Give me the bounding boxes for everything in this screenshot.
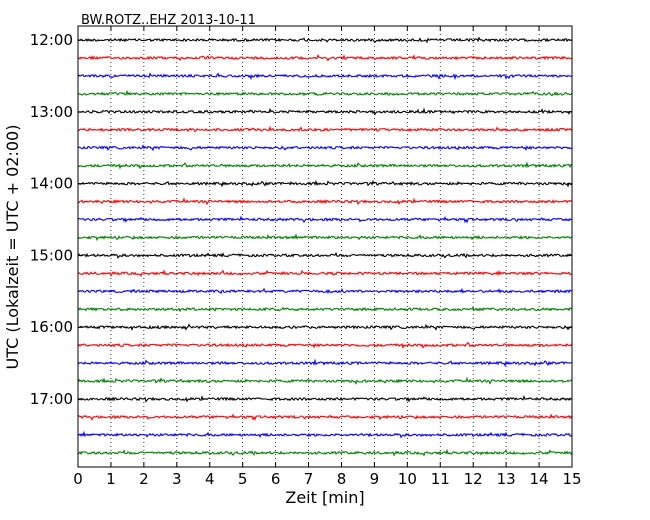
x-tick-label: 11 [431,470,450,488]
seismic-trace-1500 [77,251,573,259]
seismic-trace-1230 [77,72,573,81]
x-tick-label: 10 [398,470,417,488]
x-tick-label: 1 [106,470,116,488]
x-tick-label: 15 [562,470,581,488]
y-axis-ticks: 12:00 13:00 14:00 15:00 16:00 17:00 [30,31,572,408]
seismic-trace-1600 [77,323,573,332]
seismic-trace-1615 [77,341,573,350]
seismic-trace-1445 [77,233,573,242]
y-tick-label: 14:00 [30,175,73,193]
x-tick-label: 0 [73,470,83,488]
seismic-trace-1630 [77,358,573,367]
x-tick-label: 13 [497,470,516,488]
seismic-trace-1530 [77,287,573,295]
x-axis-ticks: 0 1 2 3 4 5 6 7 8 9 10 11 12 13 14 15 [73,26,582,488]
plot-frame [77,25,573,468]
seismic-traces [77,36,573,457]
x-tick-label: 12 [464,470,483,488]
plot-background [78,26,572,467]
seismic-trace-1245 [77,89,573,97]
seismic-trace-1715 [77,413,573,421]
y-axis-label: UTC (Lokalzeit = UTC + 02:00) [3,125,22,370]
seismic-trace-1515 [77,269,573,278]
seismic-trace-1415 [77,197,573,206]
x-tick-label: 5 [238,470,248,488]
chart-title: BW.ROTZ..EHZ 2013-10-11 [81,13,256,28]
seismic-trace-1730 [77,430,573,439]
seismic-trace-1345 [77,161,573,170]
x-tick-label: 4 [205,470,215,488]
seismic-trace-1330 [77,144,573,152]
x-axis-label: Zeit [min] [285,488,364,507]
seismic-trace-1700 [77,394,573,403]
x-tick-label: 2 [139,470,149,488]
seismic-trace-1315 [77,125,573,133]
seismic-trace-1400 [77,179,573,188]
y-tick-label: 15:00 [30,246,73,264]
y-tick-label: 16:00 [30,318,73,336]
y-tick-label: 12:00 [30,31,73,49]
seismic-trace-1645 [77,376,573,385]
vertical-gridlines [110,26,540,467]
x-tick-label: 14 [530,470,549,488]
y-tick-label: 17:00 [30,390,73,408]
seismic-trace-1215 [77,53,573,62]
seismic-trace-1300 [77,107,573,116]
seismic-trace-1545 [77,305,573,313]
seismic-trace-1200 [77,36,573,44]
x-tick-label: 6 [271,470,281,488]
x-tick-label: 3 [172,470,182,488]
seismic-trace-1430 [77,215,573,224]
x-tick-label: 9 [370,470,380,488]
x-tick-label: 7 [304,470,314,488]
seismic-trace-1745 [77,448,573,457]
y-tick-label: 13:00 [30,103,73,121]
x-tick-label: 8 [337,470,347,488]
